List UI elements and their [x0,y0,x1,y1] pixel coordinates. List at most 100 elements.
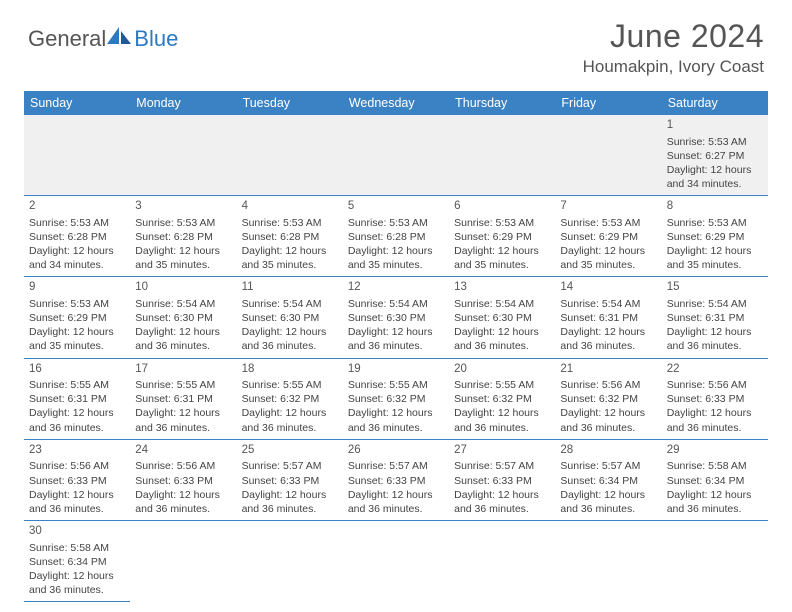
calendar-cell: 14Sunrise: 5:54 AMSunset: 6:31 PMDayligh… [555,277,661,358]
cell-sunrise: Sunrise: 5:53 AM [454,216,550,230]
cell-sunset: Sunset: 6:33 PM [242,474,338,488]
title-block: June 2024 Houmakpin, Ivory Coast [583,18,764,77]
calendar-head: SundayMondayTuesdayWednesdayThursdayFrid… [24,91,768,115]
cell-sunrise: Sunrise: 5:58 AM [29,541,125,555]
cell-day2: and 36 minutes. [667,339,763,353]
day-header: Monday [130,91,236,115]
cell-day2: and 36 minutes. [29,421,125,435]
day-header: Sunday [24,91,130,115]
cell-sunset: Sunset: 6:30 PM [135,311,231,325]
day-header-row: SundayMondayTuesdayWednesdayThursdayFrid… [24,91,768,115]
cell-day2: and 36 minutes. [135,502,231,516]
cell-sunset: Sunset: 6:32 PM [454,392,550,406]
cell-sunset: Sunset: 6:32 PM [348,392,444,406]
cell-sunset: Sunset: 6:32 PM [242,392,338,406]
day-number: 27 [454,443,550,459]
cell-sunset: Sunset: 6:29 PM [29,311,125,325]
calendar-row: 16Sunrise: 5:55 AMSunset: 6:31 PMDayligh… [24,358,768,439]
cell-day2: and 36 minutes. [135,339,231,353]
page-header: General Blue June 2024 Houmakpin, Ivory … [0,0,792,85]
day-number: 7 [560,199,656,215]
cell-day2: and 35 minutes. [242,258,338,272]
cell-day2: and 35 minutes. [135,258,231,272]
calendar-cell [449,115,555,196]
cell-sunset: Sunset: 6:31 PM [667,311,763,325]
cell-day1: Daylight: 12 hours [242,325,338,339]
calendar-cell: 8Sunrise: 5:53 AMSunset: 6:29 PMDaylight… [662,196,768,277]
cell-day1: Daylight: 12 hours [454,244,550,258]
brand-text-general: General [28,26,106,52]
calendar-cell: 30Sunrise: 5:58 AMSunset: 6:34 PMDayligh… [24,521,130,602]
calendar-cell: 3Sunrise: 5:53 AMSunset: 6:28 PMDaylight… [130,196,236,277]
cell-sunset: Sunset: 6:33 PM [454,474,550,488]
calendar-cell: 6Sunrise: 5:53 AMSunset: 6:29 PMDaylight… [449,196,555,277]
cell-sunrise: Sunrise: 5:57 AM [242,459,338,473]
day-number: 2 [29,199,125,215]
calendar-cell: 13Sunrise: 5:54 AMSunset: 6:30 PMDayligh… [449,277,555,358]
calendar-cell: 28Sunrise: 5:57 AMSunset: 6:34 PMDayligh… [555,439,661,520]
calendar-cell: 10Sunrise: 5:54 AMSunset: 6:30 PMDayligh… [130,277,236,358]
calendar-table: SundayMondayTuesdayWednesdayThursdayFrid… [24,91,768,602]
calendar-cell: 20Sunrise: 5:55 AMSunset: 6:32 PMDayligh… [449,358,555,439]
day-header: Wednesday [343,91,449,115]
calendar-cell [343,115,449,196]
day-number: 10 [135,280,231,296]
calendar-cell: 19Sunrise: 5:55 AMSunset: 6:32 PMDayligh… [343,358,449,439]
cell-day2: and 36 minutes. [667,421,763,435]
cell-sunset: Sunset: 6:34 PM [667,474,763,488]
cell-sunrise: Sunrise: 5:53 AM [29,297,125,311]
day-number: 19 [348,362,444,378]
cell-day2: and 36 minutes. [348,339,444,353]
cell-sunrise: Sunrise: 5:53 AM [135,216,231,230]
calendar-cell [662,521,768,602]
calendar-cell: 9Sunrise: 5:53 AMSunset: 6:29 PMDaylight… [24,277,130,358]
calendar-body: 1Sunrise: 5:53 AMSunset: 6:27 PMDaylight… [24,115,768,602]
calendar-cell [555,115,661,196]
day-number: 24 [135,443,231,459]
cell-sunrise: Sunrise: 5:55 AM [348,378,444,392]
cell-day1: Daylight: 12 hours [560,244,656,258]
cell-day2: and 36 minutes. [29,583,125,597]
cell-day1: Daylight: 12 hours [29,488,125,502]
cell-sunrise: Sunrise: 5:57 AM [454,459,550,473]
cell-day1: Daylight: 12 hours [667,406,763,420]
cell-day2: and 36 minutes. [242,502,338,516]
cell-sunrise: Sunrise: 5:54 AM [135,297,231,311]
day-number: 29 [667,443,763,459]
cell-day2: and 35 minutes. [667,258,763,272]
cell-day1: Daylight: 12 hours [667,163,763,177]
location-text: Houmakpin, Ivory Coast [583,57,764,77]
calendar-cell: 25Sunrise: 5:57 AMSunset: 6:33 PMDayligh… [237,439,343,520]
cell-day1: Daylight: 12 hours [29,406,125,420]
calendar-cell [343,521,449,602]
day-number: 26 [348,443,444,459]
cell-day2: and 35 minutes. [348,258,444,272]
cell-day1: Daylight: 12 hours [454,406,550,420]
calendar-cell [24,115,130,196]
cell-sunrise: Sunrise: 5:54 AM [667,297,763,311]
cell-sunrise: Sunrise: 5:57 AM [348,459,444,473]
day-number: 16 [29,362,125,378]
calendar-cell [449,521,555,602]
cell-sunrise: Sunrise: 5:58 AM [667,459,763,473]
cell-day1: Daylight: 12 hours [135,244,231,258]
cell-day2: and 34 minutes. [667,177,763,191]
cell-sunset: Sunset: 6:34 PM [29,555,125,569]
cell-day1: Daylight: 12 hours [242,406,338,420]
cell-sunrise: Sunrise: 5:56 AM [667,378,763,392]
cell-day2: and 36 minutes. [242,339,338,353]
cell-day2: and 36 minutes. [454,339,550,353]
day-number: 4 [242,199,338,215]
cell-sunset: Sunset: 6:32 PM [560,392,656,406]
cell-sunrise: Sunrise: 5:55 AM [242,378,338,392]
calendar-cell: 12Sunrise: 5:54 AMSunset: 6:30 PMDayligh… [343,277,449,358]
cell-day2: and 36 minutes. [242,421,338,435]
cell-day2: and 36 minutes. [348,421,444,435]
cell-day2: and 36 minutes. [454,421,550,435]
cell-sunrise: Sunrise: 5:54 AM [560,297,656,311]
cell-sunset: Sunset: 6:28 PM [242,230,338,244]
cell-day1: Daylight: 12 hours [560,325,656,339]
calendar-cell: 4Sunrise: 5:53 AMSunset: 6:28 PMDaylight… [237,196,343,277]
cell-sunrise: Sunrise: 5:54 AM [348,297,444,311]
cell-day2: and 35 minutes. [454,258,550,272]
